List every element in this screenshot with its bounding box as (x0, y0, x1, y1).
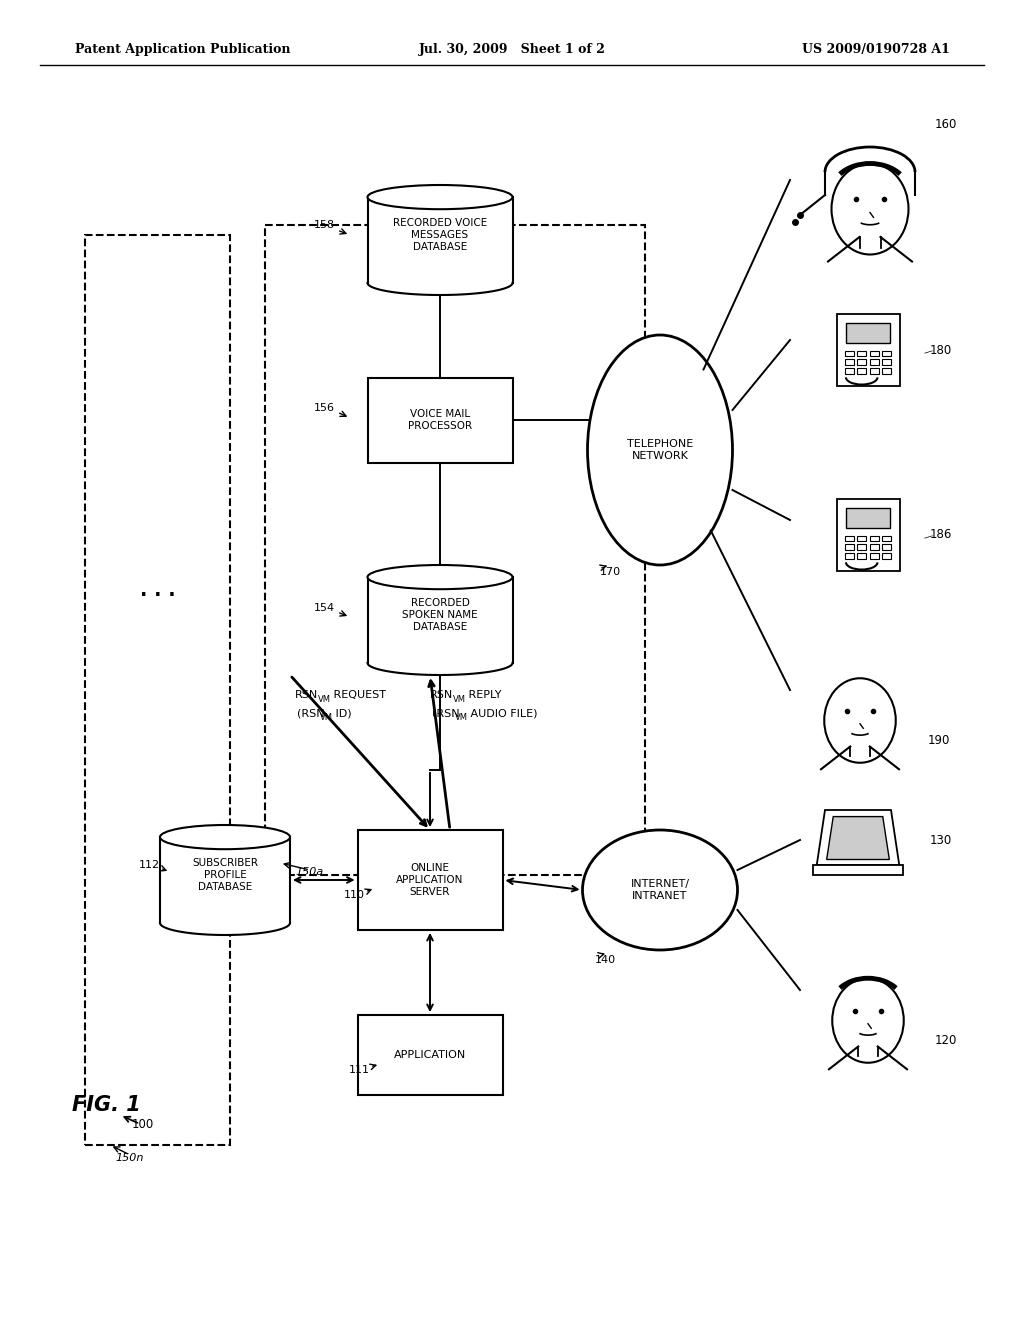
Bar (857, 536, 866, 541)
Text: 150a: 150a (296, 867, 325, 876)
Text: US 2009/0190728 A1: US 2009/0190728 A1 (802, 44, 950, 57)
Bar (368, 577, 512, 675)
Ellipse shape (824, 678, 896, 763)
Bar (845, 536, 854, 541)
Text: (RSN: (RSN (297, 708, 325, 718)
Text: TELEPHONE
NETWORK: TELEPHONE NETWORK (627, 440, 693, 461)
Bar (857, 359, 866, 366)
Text: RSN: RSN (295, 690, 318, 700)
Bar (870, 359, 879, 366)
Text: 111: 111 (349, 1065, 370, 1074)
Text: (RSN: (RSN (432, 708, 460, 718)
Bar (883, 351, 891, 356)
Text: FIG. 1: FIG. 1 (72, 1096, 140, 1115)
Text: Jul. 30, 2009   Sheet 1 of 2: Jul. 30, 2009 Sheet 1 of 2 (419, 44, 605, 57)
Text: 150n: 150n (116, 1152, 144, 1163)
Ellipse shape (588, 335, 732, 565)
Text: 156: 156 (314, 403, 335, 413)
Text: VM: VM (318, 696, 331, 704)
Ellipse shape (833, 978, 904, 1063)
Text: 190: 190 (928, 734, 950, 747)
Text: 120: 120 (935, 1034, 957, 1047)
Text: 154: 154 (314, 603, 335, 612)
Bar (368, 378, 512, 462)
Text: 130: 130 (930, 833, 952, 846)
Bar (368, 197, 512, 294)
Text: APPLICATION: APPLICATION (394, 1049, 466, 1060)
Text: . . .: . . . (140, 581, 176, 599)
Text: RECORDED VOICE
MESSAGES
DATABASE: RECORDED VOICE MESSAGES DATABASE (393, 218, 487, 252)
Text: RECORDED
SPOKEN NAME
DATABASE: RECORDED SPOKEN NAME DATABASE (402, 598, 478, 631)
Ellipse shape (368, 565, 512, 589)
Bar (837, 499, 899, 572)
Text: VM: VM (319, 713, 333, 722)
Bar (813, 865, 903, 875)
Text: VOICE MAIL
PROCESSOR: VOICE MAIL PROCESSOR (408, 409, 472, 430)
Text: 140: 140 (595, 954, 616, 965)
Text: REQUEST: REQUEST (330, 690, 386, 700)
Text: 160: 160 (935, 119, 957, 132)
Bar (160, 837, 290, 935)
Bar (883, 359, 891, 366)
Bar (883, 553, 891, 558)
Bar (85, 235, 230, 1144)
Bar (845, 553, 854, 558)
Ellipse shape (831, 164, 908, 255)
Bar (845, 359, 854, 366)
Bar (883, 544, 891, 550)
Polygon shape (826, 817, 890, 859)
Bar (857, 553, 866, 558)
Text: 112: 112 (139, 861, 160, 870)
Text: ID): ID) (332, 708, 351, 718)
Text: 158: 158 (314, 220, 335, 230)
Polygon shape (817, 810, 899, 865)
Ellipse shape (368, 185, 512, 209)
Bar (857, 544, 866, 550)
Bar (883, 368, 891, 374)
Bar (845, 368, 854, 374)
Text: SUBSCRIBER
PROFILE
DATABASE: SUBSCRIBER PROFILE DATABASE (193, 858, 258, 891)
Text: VM: VM (453, 696, 466, 704)
Ellipse shape (583, 830, 737, 950)
Text: 170: 170 (600, 568, 622, 577)
Bar (857, 368, 866, 374)
Bar (870, 553, 879, 558)
Bar (870, 351, 879, 356)
Bar (357, 830, 503, 931)
Text: AUDIO FILE): AUDIO FILE) (467, 708, 538, 718)
Bar (357, 1015, 503, 1096)
Ellipse shape (160, 825, 290, 849)
Text: REPLY: REPLY (465, 690, 502, 700)
Bar (846, 508, 890, 528)
Bar (870, 536, 879, 541)
Bar (837, 314, 899, 385)
Bar (265, 224, 645, 875)
Bar (857, 351, 866, 356)
Bar (870, 544, 879, 550)
Text: VM: VM (455, 713, 468, 722)
Bar (845, 544, 854, 550)
Text: Patent Application Publication: Patent Application Publication (75, 44, 291, 57)
Bar (870, 368, 879, 374)
Text: 180: 180 (930, 343, 952, 356)
Text: 186: 186 (930, 528, 952, 541)
Text: 100: 100 (132, 1118, 155, 1131)
Text: INTERNET/
INTRANET: INTERNET/ INTRANET (631, 879, 689, 900)
Bar (883, 536, 891, 541)
Text: 110: 110 (344, 890, 365, 900)
Bar (845, 351, 854, 356)
Text: RSN: RSN (430, 690, 454, 700)
Text: ONLINE
APPLICATION
SERVER: ONLINE APPLICATION SERVER (396, 863, 464, 896)
Bar (846, 322, 890, 343)
